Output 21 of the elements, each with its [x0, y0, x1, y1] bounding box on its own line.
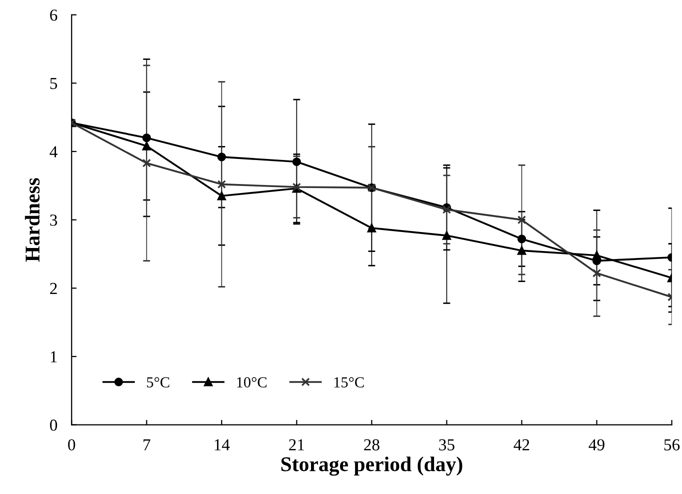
y-tick-label: 5 [50, 78, 58, 90]
x-tick-label: 28 [364, 439, 380, 450]
y-tick-label: 2 [50, 282, 57, 294]
x-tick-label: 21 [289, 439, 304, 450]
y-tick-label: 4 [50, 146, 58, 158]
x-tick-label: 14 [214, 439, 230, 450]
legend-label: 10°C [237, 377, 267, 388]
x-tick-label: 42 [514, 439, 530, 450]
y-tick-label: 6 [50, 10, 58, 21]
legend-label: 15°C [334, 377, 364, 388]
x-tick-label: 35 [439, 439, 454, 450]
y-tick-label: 3 [50, 214, 58, 226]
legend-label: 5°C [147, 377, 170, 388]
x-axis-title: Storage period (day) [281, 456, 462, 476]
x-tick-label: 49 [588, 439, 604, 450]
x-tick-label: 56 [664, 439, 680, 450]
y-axis-title: Hardness [24, 178, 40, 262]
x-tick-label: 0 [68, 439, 76, 450]
y-tick-label: 0 [50, 420, 58, 431]
y-tick-label: 1 [50, 351, 57, 362]
x-tick-label: 7 [144, 439, 150, 450]
